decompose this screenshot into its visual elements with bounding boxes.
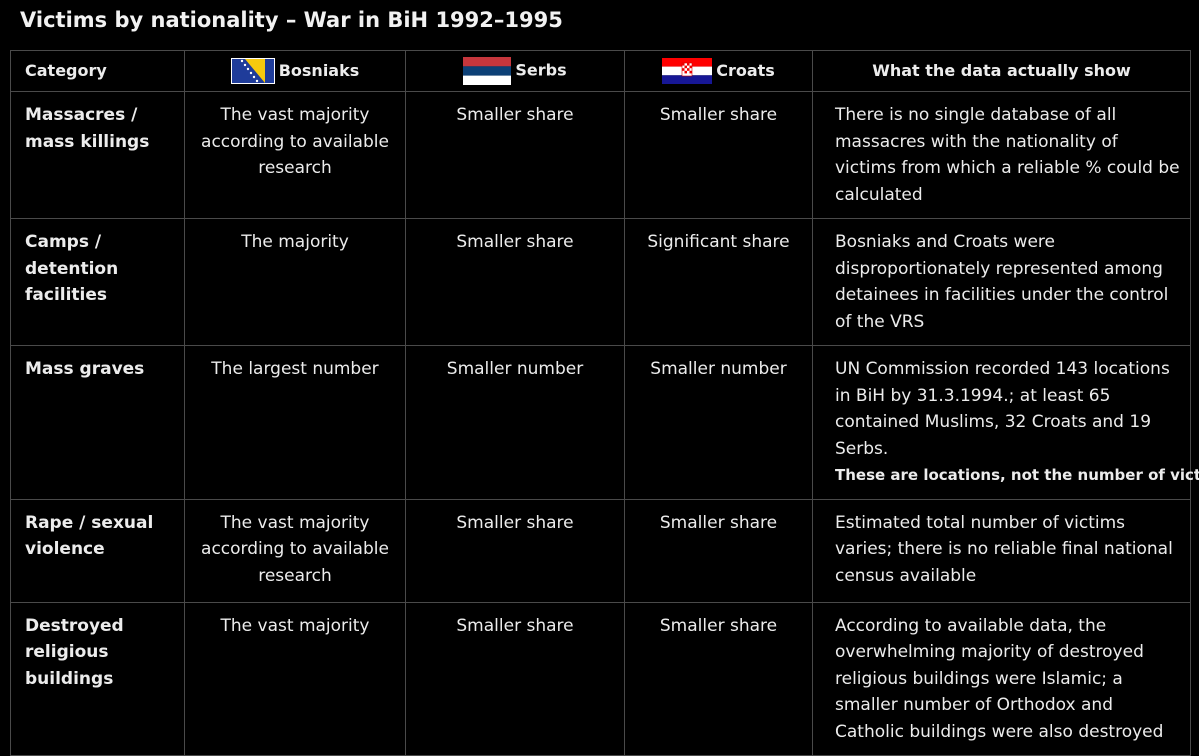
table-cell: Estimated total number of victims varies… [812,498,1191,603]
flag-serbia [463,57,512,85]
header-row: Category Bosniaks Serbs Croats What the … [10,50,1191,92]
cell-text: Estimated total number of victims varies… [835,512,1173,586]
column-header: Serbs [405,50,625,92]
cell-text: Smaller number [650,359,787,379]
cell-text: Smaller share [456,232,574,252]
table-cell: Mass graves [10,345,185,500]
cell-text: Bosniaks and Croats were disproportionat… [835,232,1169,332]
column-header: Category [10,50,185,92]
table-cell: Smaller share [624,91,813,219]
cell-text: The vast majority according to available… [201,105,389,178]
table-cell: Smaller share [405,498,625,603]
column-header: Bosniaks [184,50,406,92]
table-cell: The majority [184,218,406,346]
cell-text: Massacres / mass killings [25,105,150,152]
cell-text: The largest number [211,359,379,379]
cell-text: Smaller share [659,512,778,533]
table: Category Bosniaks Serbs Croats What the … [10,50,1199,756]
table-cell: Massacres / mass killings [10,91,185,219]
table-cell: Smaller share [405,601,625,756]
table-cell: Smaller number [405,345,625,500]
column-header: What the data actually show [812,50,1191,92]
table-cell: Smaller share [405,218,625,346]
table-body: Massacres / mass killings The vast majori… [10,91,1199,756]
cell-text: The vast majority according to available… [201,512,389,586]
table-row: Camps / detention facilities The majority… [10,218,1191,346]
table-cell: The vast majority according to available… [184,498,406,603]
cell-note: These are locations, not the number of v… [835,466,1199,484]
header-text: Category [25,60,107,80]
cell-text: Smaller number [446,359,584,379]
cell-text: Smaller share [456,512,574,533]
table-cell: Significant share [624,218,813,346]
cell-text: Significant share [647,232,790,252]
table-cell: UN Commission recorded 143 locations in … [812,345,1199,500]
table-row: Mass graves The largest number Smaller num… [10,345,1199,500]
table-cell: The vast majority according to available… [184,91,406,219]
table-cell: Smaller share [624,601,813,756]
cell-text: UN Commission recorded 143 locations in … [835,359,1170,459]
cell-text: Camps / detention facilities [25,232,119,305]
table-cell: Smaller number [624,345,813,500]
table-cell: Destroyed religious buildings [10,601,185,756]
table-cell: According to available data, the overwhe… [812,601,1191,756]
header-text: Bosniaks [278,60,360,80]
cell-text: The majority [241,232,349,252]
cell-text: Smaller share [456,615,574,636]
table-row: Destroyed religious buildings The vast ma… [10,601,1191,756]
flag-bih [230,58,275,85]
header-text: Serbs [515,60,567,80]
cell-text: The vast majority [220,615,370,636]
column-header: Croats [624,50,813,92]
cell-text: Rape / sexual violence [25,512,154,560]
table-cell: Rape / sexual violence [10,498,185,603]
page: {"header": {"title": "Victims by nationa… [10,8,1199,756]
table-cell: The largest number [184,345,406,500]
cell-text: According to available data, the overwhe… [835,615,1164,742]
table-cell: Camps / detention facilities [10,218,185,346]
header-text: Croats [716,60,775,80]
cell-text: Smaller share [659,105,778,125]
cell-text: Smaller share [659,615,778,636]
cell-text: Mass graves [25,359,145,379]
table-row: Massacres / mass killings The vast majori… [10,91,1191,219]
table-cell: Smaller share [405,91,625,219]
table-cell: Bosniaks and Croats were disproportionat… [812,218,1191,346]
table-cell: Smaller share [624,498,813,603]
table-row: Rape / sexual violence The vast majority … [10,498,1191,603]
cell-text: There is no single database of all massa… [835,105,1180,205]
cell-text: Smaller share [456,105,574,125]
table-cell: The vast majority [184,601,406,756]
table-cell: There is no single database of all massa… [812,91,1191,219]
title: Victims by nationality – War in BiH 1992… [20,8,563,32]
flag-croatia [662,58,713,85]
header-text: What the data actually show [872,60,1131,80]
cell-text: Destroyed religious buildings [25,615,124,689]
